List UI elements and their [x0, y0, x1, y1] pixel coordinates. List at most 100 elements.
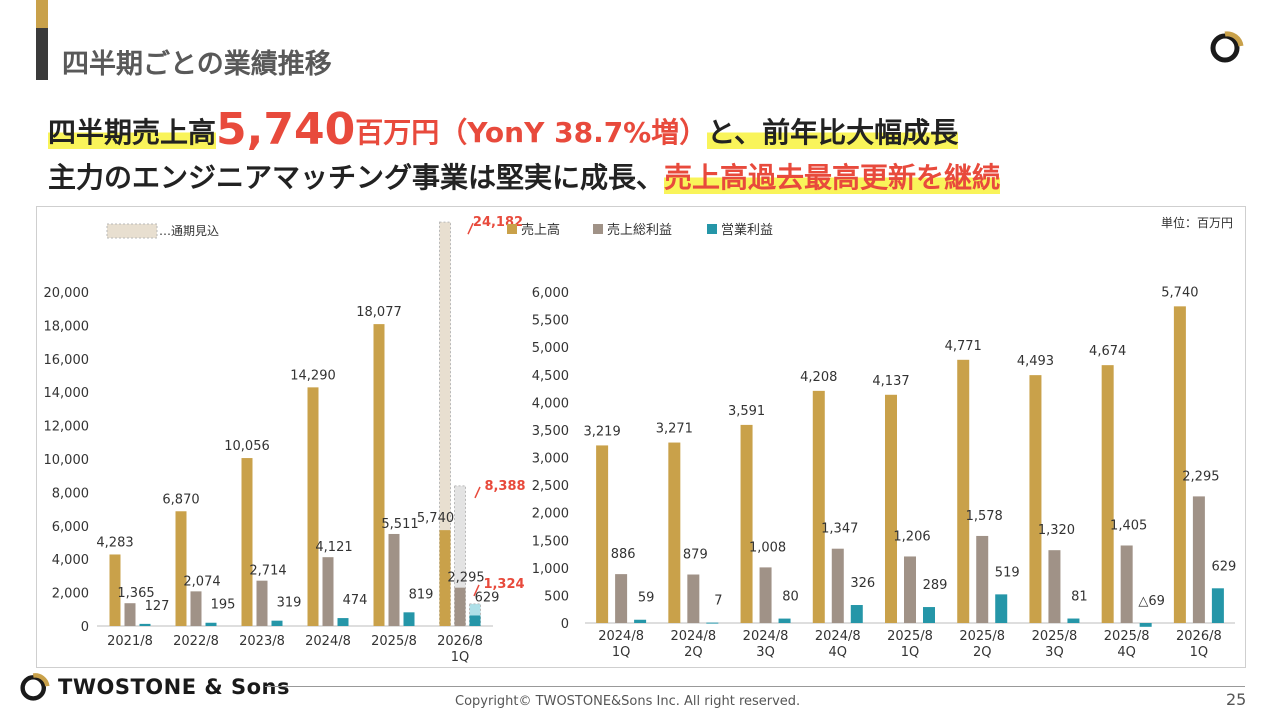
right-data-label: 1,347: [821, 522, 858, 537]
right-bar-営業利益-1: [706, 622, 719, 624]
right-data-label: 5,740: [1161, 285, 1198, 300]
right-bar-売上総利益-0: [615, 574, 628, 623]
left-bar-売上高-5: [439, 530, 451, 626]
headline-1-big-number: 5,740: [216, 104, 356, 155]
right-data-label: 59: [638, 591, 655, 606]
left-bar-売上総利益-0: [124, 603, 136, 626]
left-x-tick-label: 2024/8: [305, 634, 351, 649]
left-bar-売上高-2: [241, 458, 253, 626]
right-y-tick-label: 5,000: [532, 341, 569, 356]
right-bar-売上高-7: [1101, 365, 1114, 623]
right-y-tick-label: 4,500: [532, 369, 569, 384]
right-data-label: 1,405: [1110, 518, 1147, 533]
charts-svg: 0 2,000 4,000 6,000 8,000 10,000 12,000 14,000 1…: [44, 215, 1237, 665]
right-bar-売上高-4: [885, 394, 897, 623]
headline-1-part1: 四半期売上高: [48, 116, 217, 149]
left-data-label: 6,870: [162, 492, 199, 507]
left-bar-売上総利益-2: [256, 580, 268, 626]
right-x-tick-label: 2025/8 1Q: [887, 629, 933, 660]
unit-label: 単位：百万円: [1161, 215, 1233, 230]
left-bar-営業利益-5: [469, 615, 481, 626]
right-data-label: 1,206: [893, 529, 930, 544]
right-bar-売上総利益-3: [831, 548, 844, 623]
legend-swatch-2: [707, 224, 717, 234]
left-data-label: 18,077: [356, 305, 402, 320]
left-y-tick-label: 12,000: [44, 420, 90, 435]
right-bar-営業利益-6: [1067, 618, 1080, 623]
right-y-tick-label: 1,500: [532, 534, 569, 549]
left-y-tick-label: 0: [81, 620, 89, 635]
right-bar-売上総利益-8: [1192, 496, 1205, 623]
footer-divider: [265, 686, 1245, 687]
left-y-tick-label: 10,000: [44, 453, 90, 468]
headline-1-part2: 百万円（YonY 38.7%増）: [355, 116, 708, 149]
left-data-label: 819: [409, 587, 434, 602]
right-bar-売上総利益-4: [904, 556, 916, 623]
left-bar-営業利益-0: [139, 623, 151, 626]
right-bar-売上高-0: [596, 445, 609, 623]
right-data-label: 289: [923, 578, 948, 593]
right-bar-営業利益-4: [923, 607, 935, 623]
footer-brand: TWOSTONE & Sons: [58, 675, 290, 699]
right-y-tick-label: 4,000: [532, 396, 569, 411]
right-bar-営業利益-8: [1211, 588, 1224, 623]
right-data-label: △69: [1138, 594, 1165, 609]
right-x-tick-label: 2024/8 1Q: [598, 629, 644, 660]
right-bar-売上総利益-1: [687, 574, 700, 623]
left-y-tick-label: 20,000: [44, 286, 90, 301]
right-bar-売上高-1: [668, 442, 681, 623]
left-bar-売上総利益-5: [454, 587, 466, 626]
right-bar-売上総利益-6: [1048, 550, 1061, 623]
forecast-label-tick: [473, 584, 480, 597]
right-data-label: 326: [850, 576, 875, 591]
legend-forecast-swatch: [106, 223, 158, 239]
left-data-label: 4,121: [315, 540, 352, 555]
right-bar-売上総利益-5: [976, 535, 989, 623]
forecast-label-tick: [467, 222, 474, 235]
right-x-tick-label: 2024/8 3Q: [743, 629, 789, 660]
left-data-label: 4,283: [96, 535, 133, 550]
left-x-tick-label: 2023/8: [239, 634, 285, 649]
left-x-tick-label: 2022/8: [173, 634, 219, 649]
right-bar-売上高-8: [1173, 306, 1186, 623]
legend-swatch-1: [593, 224, 603, 234]
left-bar-営業利益-1: [205, 622, 217, 626]
right-x-tick-label: 2024/8 4Q: [815, 629, 861, 660]
left-y-tick-label: 2,000: [52, 587, 89, 602]
copyright: Copyright© TWOSTONE&Sons Inc. All right …: [455, 694, 801, 709]
chart-frame: 0 2,000 4,000 6,000 8,000 10,000 12,000 14,000 1…: [36, 206, 1246, 668]
left-y-tick-label: 6,000: [52, 520, 89, 535]
right-y-tick-label: 1,000: [532, 562, 569, 577]
right-bar-売上高-5: [957, 359, 970, 623]
left-bar-売上高-3: [307, 387, 319, 626]
legend-swatch-0: [507, 224, 517, 234]
left-x-tick-label: 2021/8: [107, 634, 153, 649]
headline-2-part1: 主力のエンジニアマッチング事業は堅実に成長、: [48, 161, 665, 194]
right-data-label: 81: [1071, 590, 1088, 605]
left-bar-営業利益-3: [337, 618, 349, 626]
headline-1-part3: と、前年比大幅成長: [707, 116, 959, 149]
right-data-label: 4,493: [1017, 354, 1054, 369]
right-bar-売上高-3: [812, 390, 825, 623]
left-y-tick-label: 8,000: [52, 486, 89, 501]
right-data-label: 3,271: [656, 422, 693, 437]
forecast-label-tick: [474, 486, 481, 499]
right-bar-営業利益-3: [850, 605, 863, 623]
title-accent-bar-gold: [36, 0, 48, 28]
left-data-label: 5,511: [381, 517, 418, 532]
left-data-label: 1,365: [117, 586, 154, 601]
right-data-label: 879: [683, 548, 708, 563]
footer-logo-icon: [20, 673, 50, 701]
legend-label: 売上総利益: [607, 222, 672, 238]
right-data-label: 519: [995, 565, 1020, 580]
right-bar-営業利益-5: [995, 594, 1008, 623]
left-bar-売上総利益-4: [388, 533, 400, 626]
right-bar-営業利益-7: [1139, 623, 1152, 627]
left-y-tick-label: 14,000: [44, 386, 90, 401]
right-y-tick-label: 3,500: [532, 424, 569, 439]
headline-line-2: 主力のエンジニアマッチング事業は堅実に成長、売上高過去最高更新を継続: [48, 156, 1001, 196]
right-y-tick-label: 6,000: [532, 286, 569, 301]
left-bar-売上高-4: [373, 324, 385, 626]
headline-line-1: 四半期売上高5,740百万円（YonY 38.7%増）と、前年比大幅成長: [48, 104, 959, 155]
right-y-tick-label: 500: [544, 589, 569, 604]
